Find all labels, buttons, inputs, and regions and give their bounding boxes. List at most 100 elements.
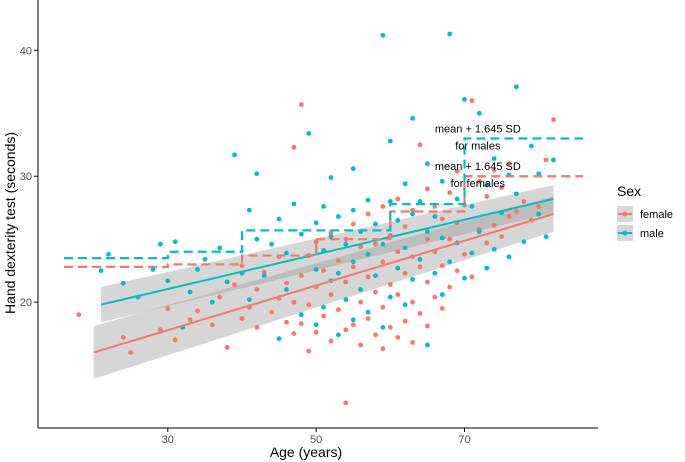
female-point [439, 216, 445, 222]
male-point [432, 214, 438, 219]
female-point [395, 196, 401, 202]
male-point [395, 265, 401, 271]
male-point [187, 289, 193, 295]
male-point [157, 241, 163, 247]
x-axis-title: Age (years) [270, 444, 342, 460]
male-point [209, 299, 215, 305]
male-point [543, 234, 549, 240]
female-point [313, 329, 319, 335]
male-point [387, 199, 393, 204]
female-point [350, 221, 356, 227]
male-point [269, 241, 275, 247]
male-point [291, 201, 297, 207]
female-point [365, 211, 371, 217]
female-point [291, 299, 297, 305]
male-point [217, 245, 223, 251]
female-point [239, 263, 245, 269]
annotation-line2: for males [455, 140, 501, 152]
male-point [365, 197, 371, 203]
female-point [343, 400, 349, 406]
male-point [313, 322, 319, 328]
female-point [298, 102, 304, 107]
female-point [551, 117, 556, 122]
y-tick-label: 40 [20, 45, 32, 57]
male-point [476, 110, 482, 116]
female-point [343, 327, 349, 333]
x-tick-label: 50 [310, 434, 322, 446]
male-point [284, 287, 289, 292]
male-point [491, 246, 497, 252]
female-point [380, 259, 386, 265]
male-point [246, 297, 252, 302]
male-point [350, 166, 356, 172]
female-point [499, 185, 504, 190]
female-point [439, 306, 445, 311]
male-point [417, 199, 423, 204]
female-point [410, 207, 415, 213]
male-point [410, 115, 415, 121]
female-point [432, 294, 438, 300]
female-point [476, 178, 482, 184]
male-point [298, 231, 304, 237]
female-point [172, 337, 178, 343]
male-point [106, 251, 111, 257]
male-point [425, 161, 430, 167]
female-point [425, 323, 430, 329]
male-point [172, 239, 178, 245]
male-point [350, 207, 356, 213]
female-point [425, 236, 430, 242]
male-point [439, 235, 445, 241]
female-point [254, 324, 260, 330]
legend-title: Sex [617, 183, 641, 199]
female-point [425, 279, 430, 285]
male-point [321, 204, 326, 209]
male-point [380, 241, 386, 247]
male-point [98, 268, 104, 274]
female-point [484, 240, 490, 246]
male-point [373, 273, 378, 279]
male-point [202, 256, 208, 262]
limit-step-lines [63, 137, 584, 268]
female-point [417, 142, 423, 148]
male-point [261, 273, 267, 279]
female-point [454, 268, 460, 274]
female-point [350, 264, 356, 270]
male-point [469, 204, 475, 209]
female-point [298, 321, 304, 326]
female-point [506, 161, 512, 167]
male-point [387, 294, 393, 300]
female-point [380, 204, 386, 209]
female-point [514, 209, 519, 214]
annotations: mean + 1.645 SD for males mean + 1.645 SD f… [435, 123, 521, 190]
annotation-line1: mean + 1.645 SD [435, 123, 521, 135]
male-point [232, 152, 237, 158]
female-point [432, 204, 438, 209]
female-point [358, 342, 364, 348]
male-point [536, 171, 542, 177]
male-point [335, 332, 341, 338]
female-point [506, 214, 512, 219]
legend-label-female: female [640, 209, 673, 221]
male-point [506, 254, 512, 260]
legend-key-point-female [622, 211, 628, 217]
male-point [335, 214, 341, 219]
female-point [291, 144, 297, 150]
female-point [209, 322, 215, 328]
female-point [395, 249, 401, 255]
female-point [410, 340, 415, 345]
y-axis-title: Hand dexterity test (seconds) [2, 132, 18, 314]
male-point [484, 265, 490, 271]
male-point [373, 221, 378, 227]
female-point [447, 190, 453, 196]
y-tick-label: 20 [20, 297, 32, 309]
male-point [425, 342, 430, 348]
male-point [150, 266, 156, 272]
female-point [387, 324, 393, 330]
male-point [432, 270, 438, 276]
x-ticks: 30 50 70 [162, 428, 471, 446]
female-point [484, 193, 490, 199]
female-point [462, 251, 467, 257]
female-point [373, 241, 378, 247]
male-point [417, 256, 423, 262]
male-point [395, 217, 401, 223]
